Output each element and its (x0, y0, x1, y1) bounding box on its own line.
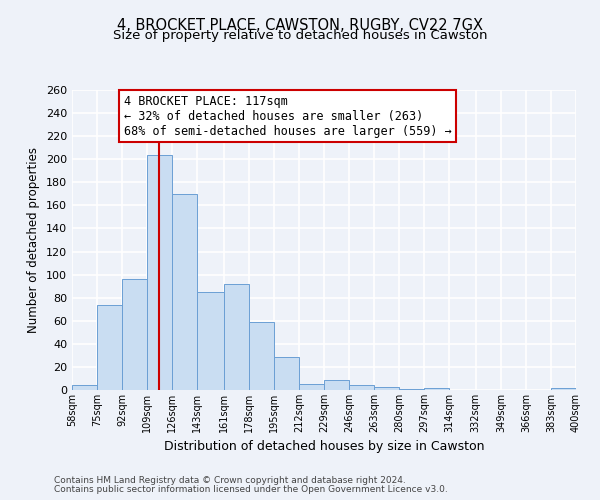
Bar (551, 388, 576, 390)
Bar (399, 389, 424, 390)
Bar (249, 322, 274, 390)
Bar (197, 292, 224, 390)
Text: 4 BROCKET PLACE: 117sqm
← 32% of detached houses are smaller (263)
68% of semi-d: 4 BROCKET PLACE: 117sqm ← 32% of detache… (124, 94, 451, 138)
Bar (374, 386, 399, 390)
Bar (72, 386, 97, 390)
Text: Contains HM Land Registry data © Crown copyright and database right 2024.: Contains HM Land Registry data © Crown c… (54, 476, 406, 485)
Bar (424, 388, 449, 390)
Bar (97, 304, 122, 390)
Text: Contains public sector information licensed under the Open Government Licence v3: Contains public sector information licen… (54, 485, 448, 494)
Bar (147, 154, 172, 390)
Bar (299, 384, 324, 390)
Y-axis label: Number of detached properties: Number of detached properties (28, 147, 40, 333)
Bar (224, 284, 249, 390)
Text: Size of property relative to detached houses in Cawston: Size of property relative to detached ho… (113, 29, 487, 42)
Bar (172, 194, 197, 390)
Bar (324, 380, 349, 390)
Bar (122, 279, 147, 390)
Bar (274, 356, 299, 390)
Bar (349, 386, 374, 390)
Text: 4, BROCKET PLACE, CAWSTON, RUGBY, CV22 7GX: 4, BROCKET PLACE, CAWSTON, RUGBY, CV22 7… (117, 18, 483, 32)
X-axis label: Distribution of detached houses by size in Cawston: Distribution of detached houses by size … (164, 440, 484, 454)
